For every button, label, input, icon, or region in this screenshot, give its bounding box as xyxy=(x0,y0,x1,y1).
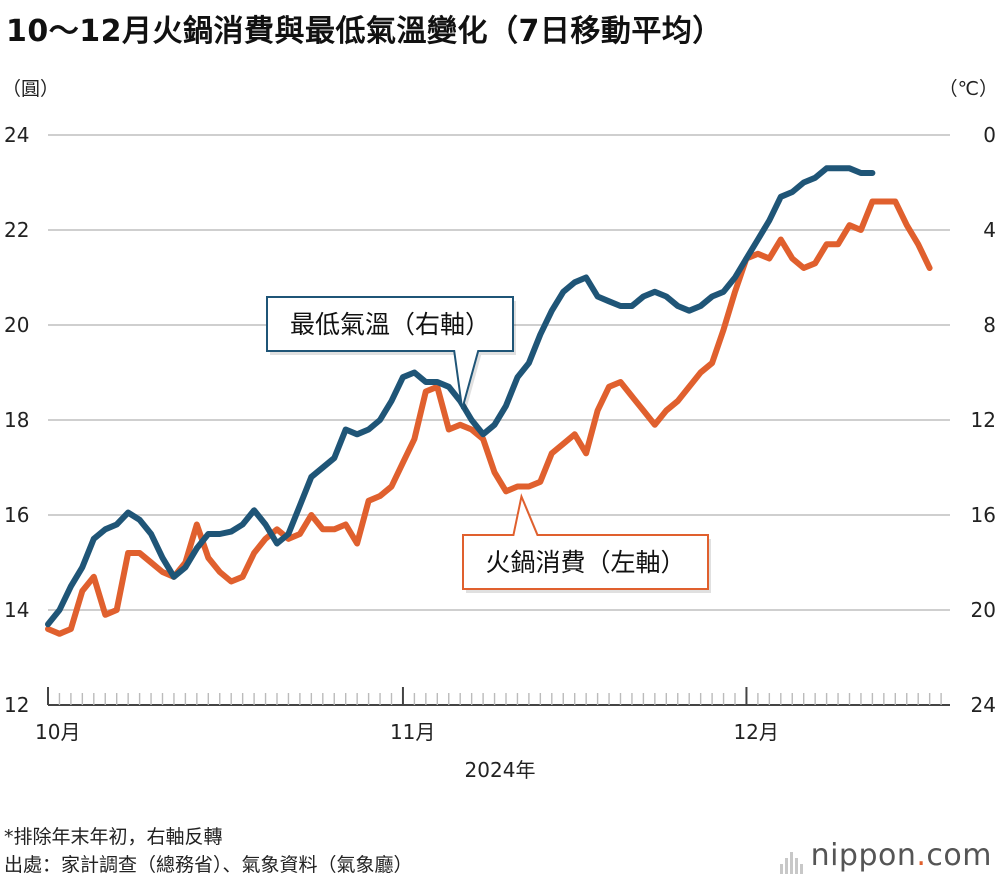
right-axis-ticks: 0 4 8 12 16 20 24 xyxy=(971,123,996,717)
right-tick-label: 16 xyxy=(971,503,996,527)
callout-box xyxy=(462,493,709,590)
hotpot-spending-callout: 火鍋消費（左軸） xyxy=(462,493,711,593)
x-tick-label: 11月 xyxy=(390,720,435,744)
x-axis: 10月 11月 12月 xyxy=(35,687,950,744)
left-tick-label: 12 xyxy=(4,693,29,717)
callout-box xyxy=(266,296,514,410)
left-tick-label: 14 xyxy=(4,598,29,622)
right-tick-label: 4 xyxy=(983,218,996,242)
left-tick-label: 22 xyxy=(4,218,29,242)
brand-name: nippon xyxy=(810,838,917,873)
x-tick-label: 12月 xyxy=(733,720,778,744)
left-axis-unit-label: （圓） xyxy=(2,78,59,100)
left-tick-label: 16 xyxy=(4,503,29,527)
right-tick-label: 8 xyxy=(983,313,996,337)
brand-bars-icon xyxy=(779,839,805,874)
series-callouts: 最低氣溫（右軸） 火鍋消費（左軸） xyxy=(266,296,711,593)
right-tick-label: 12 xyxy=(971,408,996,432)
x-axis-label: 2024年 xyxy=(465,758,536,782)
callout-label: 最低氣溫（右軸） xyxy=(290,310,490,339)
callout-label: 火鍋消費（左軸） xyxy=(485,548,685,577)
hotpot-spending-line xyxy=(45,198,933,637)
right-tick-label: 24 xyxy=(971,693,996,717)
right-axis-unit-label: （℃） xyxy=(939,78,998,100)
left-tick-label: 18 xyxy=(4,408,29,432)
brand-suffix: com xyxy=(926,838,992,873)
footnote-note: *排除年末年初，右軸反轉 xyxy=(4,826,223,848)
brand-dot: . xyxy=(916,838,927,873)
chart-title: 10〜12月火鍋消費與最低氣溫變化（7日移動平均） xyxy=(6,14,723,49)
min-temperature-callout: 最低氣溫（右軸） xyxy=(266,296,516,413)
left-tick-label: 24 xyxy=(4,123,29,147)
brand-logo: nippon.com xyxy=(779,838,992,874)
right-tick-label: 0 xyxy=(983,123,996,147)
footnote-source: 出處：家計調查（總務省）、氣象資料（氣象廳） xyxy=(4,854,413,876)
right-tick-label: 20 xyxy=(971,598,996,622)
left-tick-label: 20 xyxy=(4,313,29,337)
left-axis-ticks: 12 14 16 18 20 22 24 xyxy=(4,123,29,717)
x-tick-label: 10月 xyxy=(35,720,80,744)
